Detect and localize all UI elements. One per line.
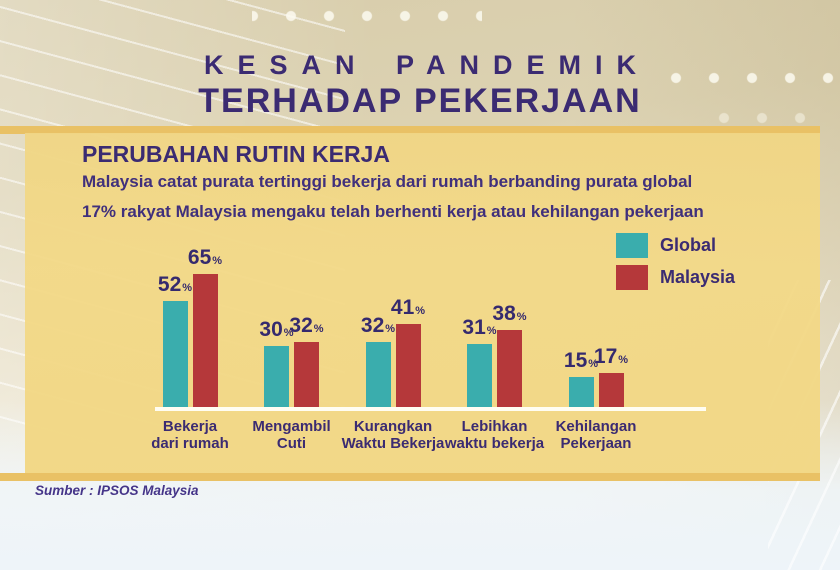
bar-value-label: 38% — [492, 302, 527, 325]
bar-value-label: 30% — [259, 318, 294, 341]
panel-ribbon-top — [0, 126, 820, 134]
bar-column: 30% — [259, 238, 294, 408]
bar-column: 17% — [594, 238, 628, 408]
panel-heading: PERUBAHAN RUTIN KERJA — [82, 141, 390, 167]
category-label: Bekerja dari rumah — [151, 418, 229, 452]
bar-group: 32% 41% — [361, 238, 425, 408]
category-label: Kehilangan Pekerjaan — [555, 418, 637, 452]
bar-group: 52% 65% — [158, 238, 222, 408]
bar-value-label: 32% — [289, 314, 324, 337]
bar-value-label: 31% — [462, 316, 497, 339]
bar-value-label: 17% — [593, 345, 629, 368]
category-label: Kurangkan Waktu Bekerja — [341, 418, 445, 452]
bar-column: 65% — [188, 238, 222, 408]
bar-column: 15% — [564, 238, 598, 408]
main-title-line2: TERHADAP PEKERJAAN — [198, 82, 642, 120]
panel-subtitle-1: Malaysia catat purata tertinggi bekerja … — [82, 172, 693, 191]
chart-baseline — [155, 407, 706, 411]
panel-subtitle-2: 17% rakyat Malaysia mengaku telah berhen… — [82, 202, 704, 221]
bar-value-label: 32% — [360, 314, 396, 337]
bar-column: 32% — [361, 238, 395, 408]
bar-group: 31% 38% — [462, 238, 527, 408]
legend-row-global: Global — [616, 233, 735, 258]
main-title-line1: KESAN PANDEMIK — [203, 50, 650, 80]
bar-column: 31% — [462, 238, 497, 408]
chart-panel — [25, 133, 820, 473]
bar-column: 52% — [158, 238, 192, 408]
bar-group: 30% 32% — [259, 238, 324, 408]
bar-global — [568, 377, 594, 408]
chart-legend: Global Malaysia — [616, 233, 735, 290]
bar-value-label: 65% — [187, 246, 223, 269]
category-label: Mengambil Cuti — [252, 418, 331, 452]
dot-pattern-top — [252, 4, 482, 28]
bar-value-label: 41% — [390, 296, 426, 319]
bar-column: 32% — [289, 238, 324, 408]
bar-global — [365, 342, 391, 408]
bar-malaysia — [395, 324, 421, 408]
panel-ribbon-bottom — [0, 473, 820, 481]
legend-row-malaysia: Malaysia — [616, 265, 735, 290]
legend-label-malaysia: Malaysia — [660, 267, 736, 287]
bar-malaysia — [192, 274, 218, 408]
bar-column: 41% — [391, 238, 425, 408]
bar-column: 38% — [492, 238, 527, 408]
bar-global — [467, 344, 492, 408]
bar-global — [264, 346, 289, 408]
bar-value-label: 52% — [157, 273, 193, 296]
category-label: Lebihkan waktu bekerja — [444, 418, 545, 452]
source-note: Sumber : IPSOS Malaysia — [35, 483, 199, 498]
legend-label-global: Global — [660, 235, 717, 255]
legend-swatch-malaysia — [616, 265, 648, 290]
bar-malaysia — [598, 373, 624, 408]
dot-pattern-right-1 — [664, 66, 840, 90]
bar-value-label: 15% — [563, 349, 599, 372]
bar-malaysia — [497, 330, 522, 408]
legend-swatch-global — [616, 233, 648, 258]
bar-global — [162, 301, 188, 408]
bar-malaysia — [294, 342, 319, 408]
bar-group: 15% 17% — [564, 238, 628, 408]
bar-chart: 52% 65% 30% 32% 32% 41% 31% 38% 15% 17% — [155, 238, 706, 408]
